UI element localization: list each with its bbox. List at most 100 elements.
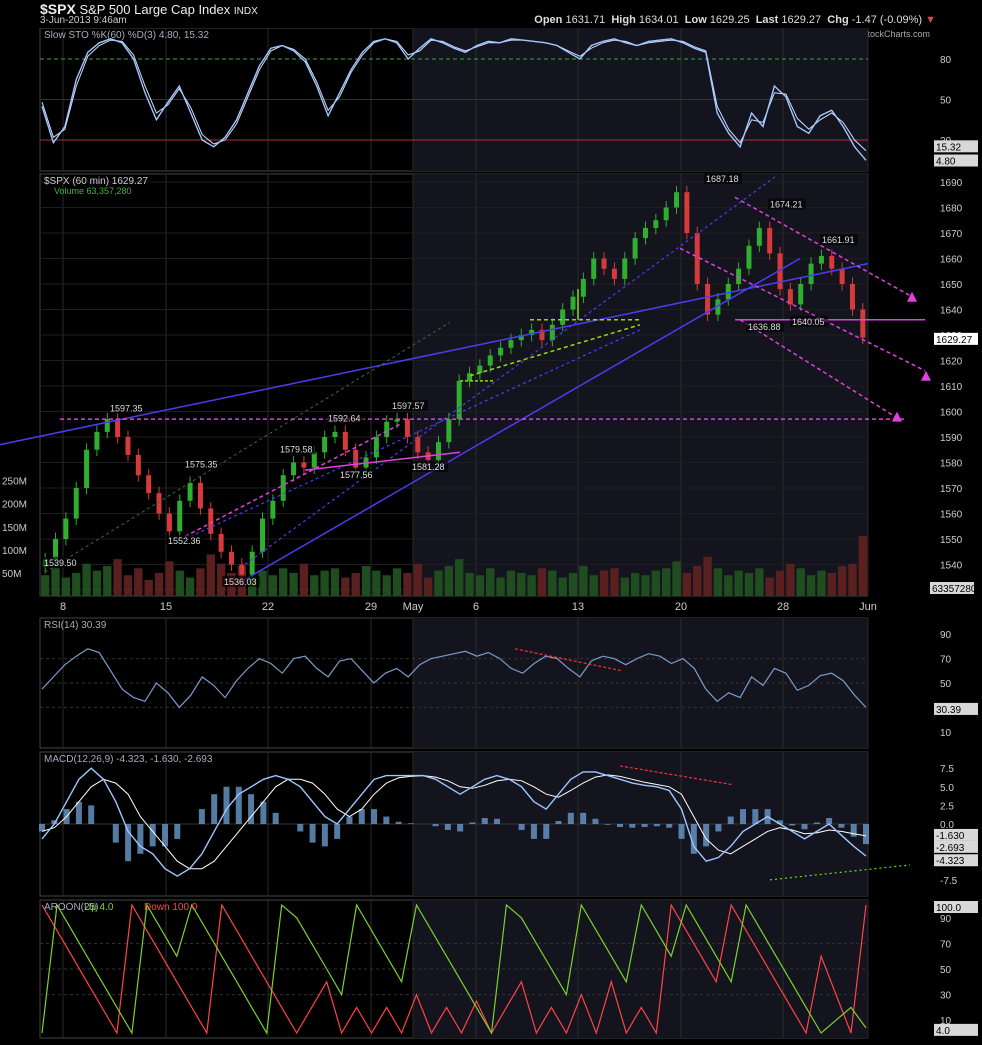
candle-body — [53, 539, 59, 560]
symbol-name: S&P 500 Large Cap Index — [79, 2, 231, 17]
candle-body — [518, 335, 524, 341]
macd-tag-hist: -2.693 — [936, 843, 965, 854]
volume-bar — [289, 572, 298, 596]
annotation-bg — [42, 556, 80, 568]
candle-body — [642, 227, 648, 239]
volume-bar — [320, 570, 329, 596]
candle-body — [611, 268, 617, 279]
macd-hist-bar — [309, 824, 316, 843]
aroon-down-line — [41, 903, 867, 1035]
price-tick-1650: 1650 — [940, 280, 963, 291]
macd-hist-bar — [75, 801, 82, 824]
x-tick-8: 8 — [60, 601, 66, 613]
macd-hist-bar — [432, 824, 439, 827]
macd-hist-bar — [801, 824, 808, 830]
volume-bar — [185, 577, 195, 596]
price-annotation: 1577.56 — [340, 470, 373, 480]
price-annotation: 1579.58 — [280, 444, 313, 454]
aroon-tag-up-bg — [934, 1023, 978, 1036]
trend-channel-upper — [244, 176, 776, 565]
candle-body — [736, 268, 742, 284]
price-annotation: 1674.21 — [770, 200, 803, 210]
candle-body — [839, 268, 845, 284]
candle-body — [549, 324, 555, 341]
channel-down-mid — [679, 247, 926, 372]
volume-bar — [413, 563, 422, 596]
annotation-bg — [410, 461, 448, 473]
price-last-tag: 1629.27 — [936, 335, 973, 346]
volume-bar — [682, 572, 692, 596]
volume-bar — [268, 575, 278, 596]
macd-hist-bar — [826, 818, 833, 824]
macd-hist-bar — [125, 824, 132, 862]
candle-body — [135, 454, 141, 476]
volume-bar — [310, 575, 319, 596]
candle-body — [177, 500, 183, 532]
aroon-label: AROON(25) — [44, 902, 98, 913]
rsi-divergence — [514, 648, 623, 672]
volume-bar — [641, 575, 650, 596]
candle-body — [373, 437, 379, 458]
panel-price-shade — [413, 174, 868, 596]
macd-hist-bar — [174, 824, 181, 839]
candle-body — [239, 564, 245, 575]
volume-bar — [372, 570, 381, 596]
candle-body — [228, 551, 234, 565]
macd-hist-bar — [592, 818, 599, 824]
macd-hist-bar — [407, 823, 414, 824]
volume-bar — [744, 572, 754, 596]
volume-bar — [165, 561, 174, 596]
annotation-bg — [222, 575, 260, 587]
quote-summary: Open 1631.71 High 1634.01 Low 1629.25 La… — [534, 14, 936, 26]
candle-body — [570, 296, 576, 310]
macd-hist-bar — [481, 818, 488, 824]
annotation-bg — [820, 234, 858, 246]
macd-hist-bar — [321, 824, 328, 847]
candle-body — [663, 207, 669, 221]
macd-hist-bar — [371, 809, 378, 824]
price-tick-1570: 1570 — [940, 484, 963, 495]
candle-body — [798, 284, 804, 305]
price-label: $SPX (60 min) 1629.27 — [44, 176, 148, 187]
price-annotation: 1536.03 — [224, 577, 257, 587]
volume-bar — [154, 572, 164, 596]
volume-tick-250M: 250M — [2, 477, 27, 488]
price-annotation: 1687.18 — [706, 174, 739, 184]
aroon-tag-down: 100.0 — [936, 903, 961, 914]
macd-hist-bar — [703, 824, 710, 847]
candle-body — [301, 462, 307, 468]
macd-hist-bar — [272, 812, 279, 824]
volume-bar — [196, 568, 205, 596]
candle-body — [705, 284, 711, 315]
volume-tick-50M: 50M — [2, 569, 21, 580]
candle-body — [63, 518, 69, 539]
down-arrow-icon: ▼ — [925, 14, 936, 26]
chg-value: -1.47 (-0.09%) — [851, 14, 923, 26]
volume-bar — [713, 568, 723, 596]
macd-hist-bar — [383, 816, 390, 824]
x-tick-15: 15 — [160, 601, 172, 613]
candle-body — [384, 421, 390, 437]
candle-body — [767, 227, 773, 254]
volume-bar — [82, 563, 91, 596]
price-annotation: 1581.28 — [412, 462, 445, 472]
volume-bar — [258, 570, 267, 596]
high-value: 1634.01 — [638, 14, 679, 26]
low-label: Low — [684, 14, 707, 26]
sto-tag-k: 4.80 — [936, 157, 956, 168]
candle-body — [270, 500, 276, 519]
candle-body — [560, 309, 566, 325]
candle-body — [342, 431, 348, 450]
price-tick-1690: 1690 — [940, 178, 963, 189]
macd-hist-bar — [469, 822, 476, 824]
macd-hist-bar — [346, 816, 353, 824]
candle-body — [197, 482, 203, 509]
volume-bar — [579, 566, 588, 596]
open-label: Open — [534, 14, 563, 26]
volume-bar — [41, 575, 50, 596]
aroon-up-line — [41, 903, 867, 1035]
volume-bar — [455, 559, 464, 596]
sto-tick-80: 80 — [940, 55, 952, 66]
rsi-line — [41, 648, 867, 709]
volume-bar — [475, 575, 485, 596]
